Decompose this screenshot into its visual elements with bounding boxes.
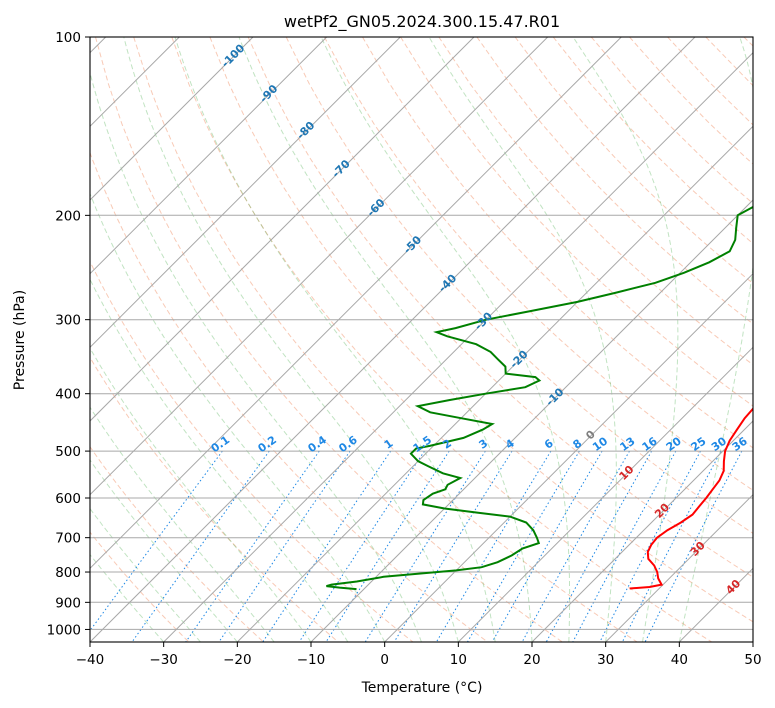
moist-adiabat-line <box>320 37 571 642</box>
moist-adiabat-line <box>90 406 275 642</box>
isotherm-line <box>236 125 753 642</box>
dry-adiabat-line <box>323 37 753 491</box>
dry-adiabat-line <box>133 37 638 642</box>
isotherm-line <box>752 641 753 642</box>
moist-adiabat-line <box>428 37 617 642</box>
x-tick-label: −10 <box>297 652 326 668</box>
x-tick-label: −20 <box>223 652 252 668</box>
grid-lines <box>90 37 753 642</box>
x-tick-label: 20 <box>523 652 540 668</box>
moist-adiabat-line <box>238 37 533 642</box>
isotherm-line <box>90 37 401 349</box>
mixing-ratio-line <box>298 450 425 642</box>
x-axis: −40 −30 −20 −10 0 10 20 30 40 50 <box>76 642 762 668</box>
y-axis-label: Pressure (hPa) <box>12 290 28 390</box>
dry-adiabat-line <box>90 151 489 642</box>
dry-adiabat-line <box>285 37 753 534</box>
isotherm-line <box>90 37 696 642</box>
x-axis-label: Temperature (°C) <box>361 680 483 696</box>
isotherm-line <box>90 37 475 422</box>
isotherm-line <box>163 51 753 642</box>
x-tick-label: 50 <box>744 652 761 668</box>
profile-lines <box>326 205 753 591</box>
mixing-ratio-line <box>325 450 450 642</box>
mixing-ratio-line <box>262 450 392 642</box>
y-axis: 100 200 300 400 500 600 700 800 900 1000 <box>47 30 90 638</box>
isotherm-line <box>384 272 753 642</box>
isotherm-line <box>457 346 753 642</box>
moist-adiabat-line <box>90 278 349 642</box>
y-tick-label: 700 <box>55 531 81 547</box>
y-tick-label: 400 <box>55 387 81 403</box>
dry-adiabat-line <box>90 260 414 642</box>
profile-series-line <box>326 205 753 591</box>
moist-adiabat-line <box>90 192 386 642</box>
x-tick-label: 0 <box>380 652 389 668</box>
mixing-ratio-line <box>131 450 270 642</box>
x-tick-label: −40 <box>76 652 105 668</box>
isotherm-line <box>90 37 254 201</box>
y-tick-label: 300 <box>55 313 81 329</box>
moist-adiabat-line <box>678 37 753 642</box>
dry-adiabat-line <box>247 37 753 578</box>
moist-adiabat-line <box>572 37 679 642</box>
y-tick-label: 100 <box>55 30 81 46</box>
isotherm-line <box>310 199 753 642</box>
isotherm-line <box>531 420 753 642</box>
x-tick-label: 10 <box>450 652 467 668</box>
mixing-ratio-line <box>621 450 722 642</box>
moist-adiabat-line <box>174 37 496 642</box>
mixing-ratio-line <box>572 450 677 642</box>
isotherm-line <box>605 493 753 642</box>
y-tick-label: 900 <box>55 595 81 611</box>
y-tick-label: 200 <box>55 208 81 224</box>
x-tick-label: −30 <box>149 652 178 668</box>
y-tick-label: 1000 <box>47 622 81 638</box>
isotherm-line <box>90 37 622 570</box>
x-tick-label: 40 <box>671 652 688 668</box>
chart-title: wetPf2_GN05.2024.300.15.47.R01 <box>284 12 560 32</box>
y-tick-label: 500 <box>55 444 81 460</box>
plot-background <box>90 37 753 642</box>
profile-series-line <box>629 407 753 590</box>
x-tick-label: 30 <box>597 652 614 668</box>
isotherm-line <box>90 37 549 496</box>
plot-frame <box>89 36 754 643</box>
y-tick-label: 600 <box>55 491 81 507</box>
moist-adiabat-line <box>90 459 238 642</box>
isotherm-line <box>90 37 328 275</box>
moist-adiabat-line <box>123 37 459 642</box>
y-tick-label: 800 <box>55 565 81 581</box>
